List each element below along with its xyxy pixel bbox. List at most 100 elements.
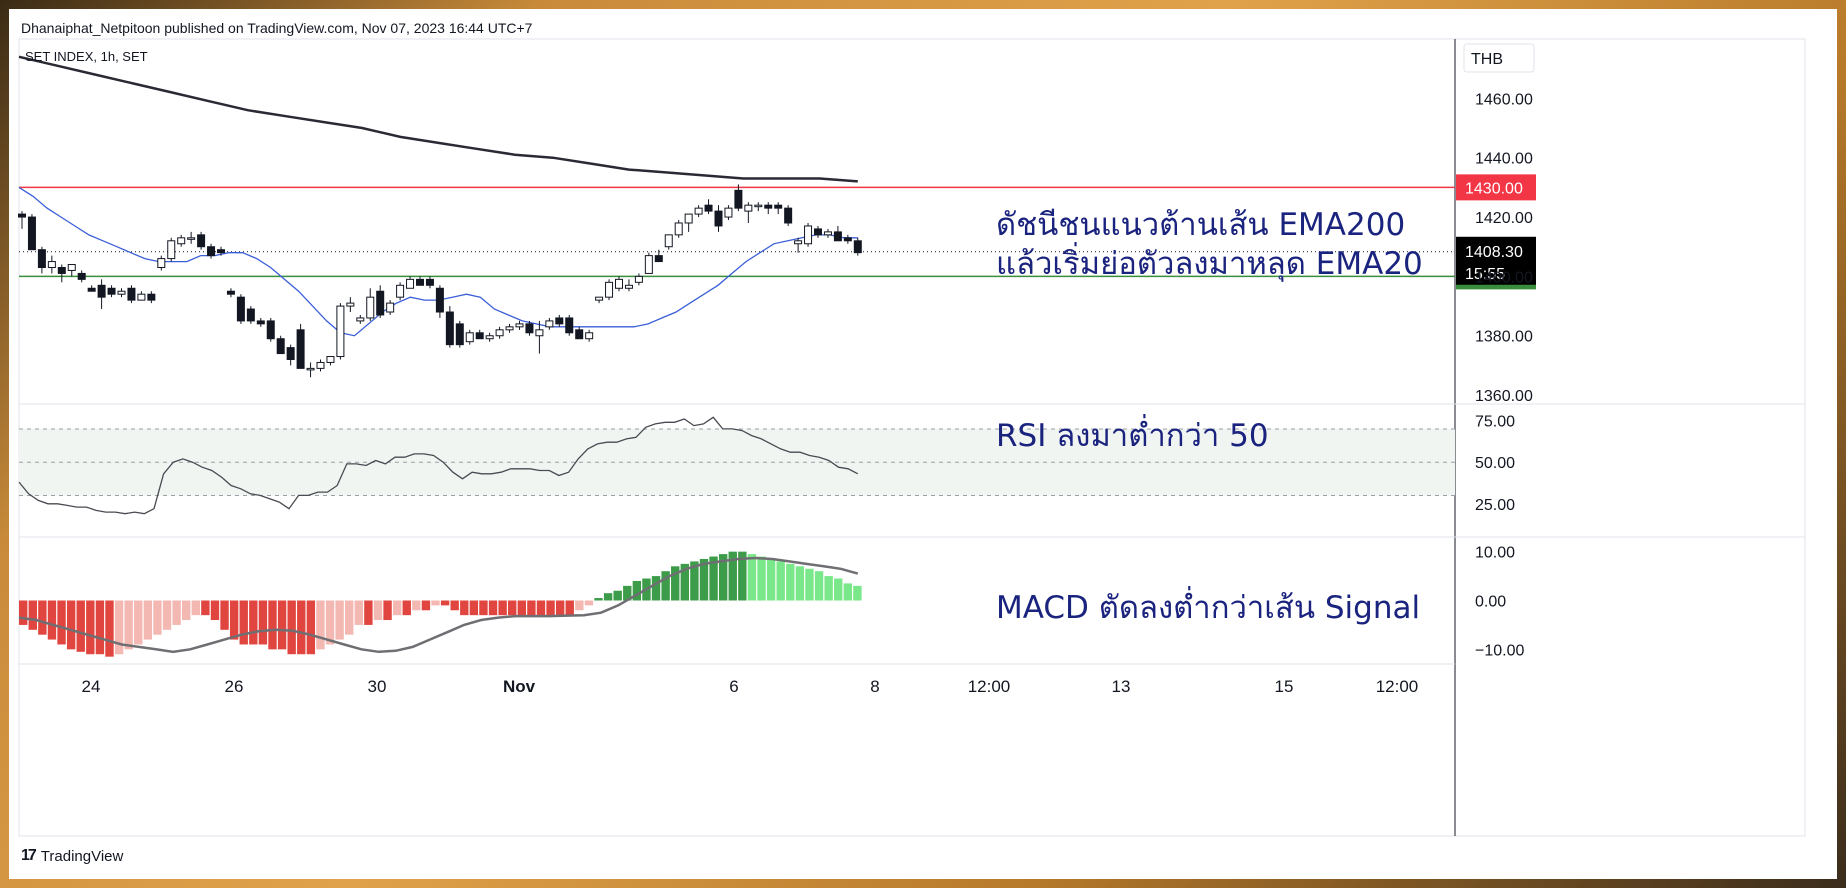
macd-histogram-bar: [316, 600, 325, 650]
time-tick-label: 12:00: [1376, 677, 1419, 696]
macd-histogram-bar: [508, 600, 517, 616]
macd-histogram-bar: [709, 556, 718, 601]
candle-down: [833, 231, 842, 242]
macd-histogram-bar: [392, 600, 402, 616]
macd-histogram-bar: [479, 600, 488, 616]
macd-histogram-bar: [249, 600, 258, 645]
macd-histogram-bar: [565, 600, 574, 616]
tradingview-logo-icon: 17: [21, 847, 37, 864]
macd-histogram-bar: [555, 600, 565, 616]
currency-box[interactable]: [1463, 43, 1535, 73]
candle-up: [744, 204, 753, 212]
candle-down: [784, 207, 793, 224]
macd-histogram-bar: [162, 600, 172, 630]
candle-up: [515, 323, 524, 328]
candle-up: [644, 255, 653, 274]
time-tick-label: 13: [1112, 677, 1131, 696]
macd-histogram-bar: [402, 600, 411, 616]
candle-up: [187, 237, 196, 240]
macd-histogram-bar: [201, 600, 210, 616]
macd-histogram-bar: [364, 600, 373, 625]
candle-down: [774, 204, 783, 209]
axes: 1460.001440.001420.001400.001380.001360.…: [82, 91, 1533, 696]
candle-down: [475, 332, 484, 340]
macd-signal-line: [18, 556, 859, 654]
candle-down: [525, 323, 534, 334]
candle-down: [764, 204, 773, 209]
macd-histogram-bar: [632, 580, 642, 601]
candle-up: [117, 290, 126, 295]
rsi-line: [18, 416, 859, 515]
candle-up: [664, 234, 673, 248]
candle-up: [356, 317, 365, 322]
tradingview-logo[interactable]: 17 TradingView: [21, 847, 123, 865]
candle-up: [167, 240, 176, 260]
chart-canvas[interactable]: 1430.00 1400.00 1408.30 15:55 1460.00 1440.0…: [9, 9, 1837, 879]
candle-up: [605, 281, 614, 298]
macd-histogram-bar: [345, 600, 354, 635]
macd-histogram-bar: [287, 600, 296, 655]
macd-histogram-bar: [325, 600, 335, 645]
macd-histogram-bar: [172, 600, 181, 625]
macd-histogram-bar: [594, 598, 603, 601]
macd-histogram-bar: [114, 600, 124, 655]
candle-down: [207, 246, 216, 257]
candle-down: [843, 237, 852, 242]
macd-histogram-bar: [786, 563, 795, 601]
macd-histogram-bar: [661, 571, 670, 601]
macd-histogram-bar: [795, 566, 805, 601]
macd-tick-label: 0.00: [1475, 594, 1506, 611]
candle-down: [256, 320, 265, 325]
candle-up: [505, 326, 514, 331]
macd-histogram-bar: [853, 585, 862, 601]
candle-down: [197, 234, 206, 248]
price-tick-label: 1440.00: [1475, 151, 1533, 168]
macd-histogram-bar: [834, 578, 843, 601]
candle-down: [555, 317, 564, 325]
macd-histogram-bar: [671, 566, 680, 601]
candle-up: [634, 275, 643, 283]
price-pane: 1430.00 1400.00 1408.30 15:55: [18, 55, 1536, 378]
candle-up: [177, 237, 186, 245]
macd-histogram-bar: [440, 600, 450, 606]
annotation-rsi: RSI ลงมาต่ำกว่า 50: [996, 414, 1269, 454]
macd-histogram-bar: [651, 576, 661, 601]
candle-down: [714, 210, 723, 227]
macd-histogram-bar: [728, 551, 737, 601]
candle-up: [306, 367, 315, 371]
macd-histogram-bar: [95, 600, 105, 655]
candle-up: [406, 278, 415, 289]
time-tick-label: 30: [368, 677, 387, 696]
macd-histogram-bar: [182, 600, 191, 621]
time-tick-label: 24: [82, 677, 101, 696]
macd-histogram-bar: [613, 590, 622, 601]
candle-up: [386, 302, 395, 313]
price-tick-label: 1380.00: [1475, 329, 1533, 346]
candle-down: [654, 255, 663, 263]
macd-histogram-bar: [805, 568, 814, 601]
macd-histogram-bar: [814, 571, 824, 601]
time-tick-label: Nov: [503, 677, 536, 696]
macd-histogram-bar: [124, 600, 133, 650]
ema200-line: [18, 55, 858, 183]
candle-up: [465, 332, 474, 343]
annotation-macd: MACD ตัดลงต่ำกว่าเส้น Signal: [996, 586, 1420, 626]
candle-up: [823, 231, 832, 236]
candle-up: [724, 207, 733, 218]
candle-up: [316, 361, 325, 369]
macd-histogram-bar: [575, 600, 584, 611]
macd-histogram-bar: [335, 600, 344, 640]
candle-down: [435, 287, 444, 313]
price-tick-label: 1460.00: [1475, 91, 1533, 108]
time-tick-label: 15: [1275, 677, 1294, 696]
macd-histogram-bar: [738, 551, 747, 601]
chart-card: Dhanaiphat_Netpitoon published on Tradin…: [9, 9, 1837, 879]
macd-histogram-bar: [306, 600, 316, 655]
resistance-price-tag: [1456, 174, 1536, 201]
price-tick-label: 1420.00: [1475, 210, 1533, 227]
candle-up: [585, 332, 594, 340]
publish-info: Dhanaiphat_Netpitoon published on Tradin…: [21, 20, 533, 36]
candle-up: [396, 284, 405, 298]
price-tick-label: 1360.00: [1475, 388, 1533, 405]
candle-up: [67, 264, 76, 271]
